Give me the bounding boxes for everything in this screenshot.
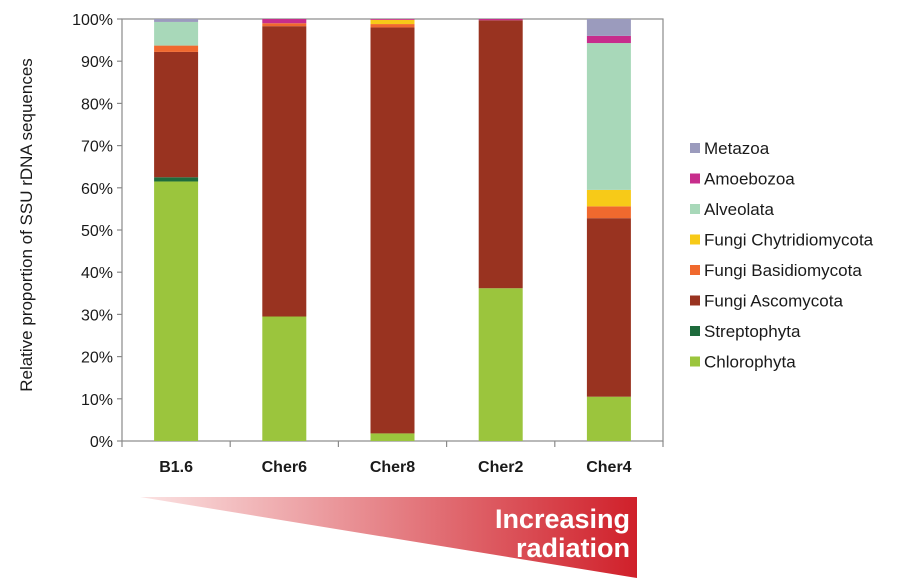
- bar-segment: [586, 218, 631, 397]
- bar-segment: [154, 181, 199, 441]
- y-tick-label: 50%: [81, 223, 113, 240]
- legend-label: Chlorophyta: [704, 353, 796, 372]
- bar-segment: [370, 433, 415, 441]
- legend-swatch: [690, 356, 700, 367]
- radiation-gradient-wedge: [140, 497, 637, 578]
- bar-segment: [154, 21, 199, 46]
- bar-segment: [586, 35, 631, 44]
- bar-segment: [586, 19, 631, 36]
- legend-swatch: [690, 204, 700, 214]
- bar-segment: [154, 19, 199, 22]
- legend-label: Fungi Basidiomycota: [704, 261, 862, 280]
- legend: Metazoa Amoebozoa Alveolata Fungi Chytridio…: [690, 139, 874, 372]
- y-tick-label: 30%: [81, 307, 113, 324]
- axes: 0% 10% 20% 30% 40% 50% 60% 70% 80% 90% 100% B1.6 Che…: [72, 12, 664, 476]
- y-tick-label: 20%: [81, 350, 113, 367]
- radiation-gradient-arrow: Increasing radiation: [140, 497, 637, 578]
- legend-label: Streptophyta: [704, 322, 801, 341]
- bar-segment: [370, 27, 415, 434]
- x-tick-label: Cher6: [262, 459, 307, 476]
- y-tick-label: 80%: [81, 96, 113, 113]
- legend-label: Amoebozoa: [704, 170, 795, 189]
- bar-segment: [262, 316, 307, 441]
- legend-swatch: [690, 143, 700, 153]
- legend-label: Fungi Chytridiomycota: [704, 231, 874, 250]
- y-tick-label: 70%: [81, 139, 113, 156]
- bars: [154, 19, 631, 441]
- legend-swatch: [690, 326, 700, 336]
- y-tick-label: 10%: [81, 392, 113, 409]
- x-tick-label: Cher2: [478, 459, 523, 476]
- bar-segment: [478, 288, 523, 441]
- bar-segment: [586, 206, 631, 219]
- legend-label: Metazoa: [704, 139, 770, 158]
- y-tick-label: 100%: [72, 12, 113, 29]
- bar-segment: [154, 45, 199, 52]
- bar-segment: [478, 20, 523, 289]
- legend-label: Alveolata: [704, 200, 774, 219]
- bar-segment: [478, 19, 523, 21]
- bar-segment: [262, 23, 307, 27]
- bar-segment: [262, 26, 307, 317]
- y-tick-label: 0%: [90, 434, 113, 451]
- x-tick-label: Cher4: [586, 459, 631, 476]
- y-tick-label: 60%: [81, 181, 113, 198]
- legend-label: Fungi Ascomycota: [704, 292, 843, 311]
- y-tick-label: 40%: [81, 265, 113, 282]
- bar-segment: [154, 177, 199, 182]
- y-axis-label: Relative proportion of SSU rDNA sequence…: [17, 58, 36, 392]
- bar-segment: [370, 19, 415, 20]
- x-tick-label: B1.6: [159, 459, 193, 476]
- legend-swatch: [690, 265, 700, 275]
- legend-swatch: [690, 234, 700, 245]
- bar-segment: [154, 51, 199, 178]
- bar-segment: [586, 189, 631, 207]
- radiation-label-line2: radiation: [516, 533, 630, 563]
- legend-swatch: [690, 173, 700, 184]
- bar-segment: [370, 24, 415, 28]
- bar-segment: [586, 396, 631, 441]
- x-tick-label: Cher8: [370, 459, 415, 476]
- bar-segment: [586, 43, 631, 190]
- legend-swatch: [690, 295, 700, 306]
- y-tick-label: 90%: [81, 54, 113, 71]
- bar-segment: [370, 19, 415, 25]
- bar-segment: [262, 19, 307, 24]
- radiation-label-line1: Increasing: [495, 504, 630, 534]
